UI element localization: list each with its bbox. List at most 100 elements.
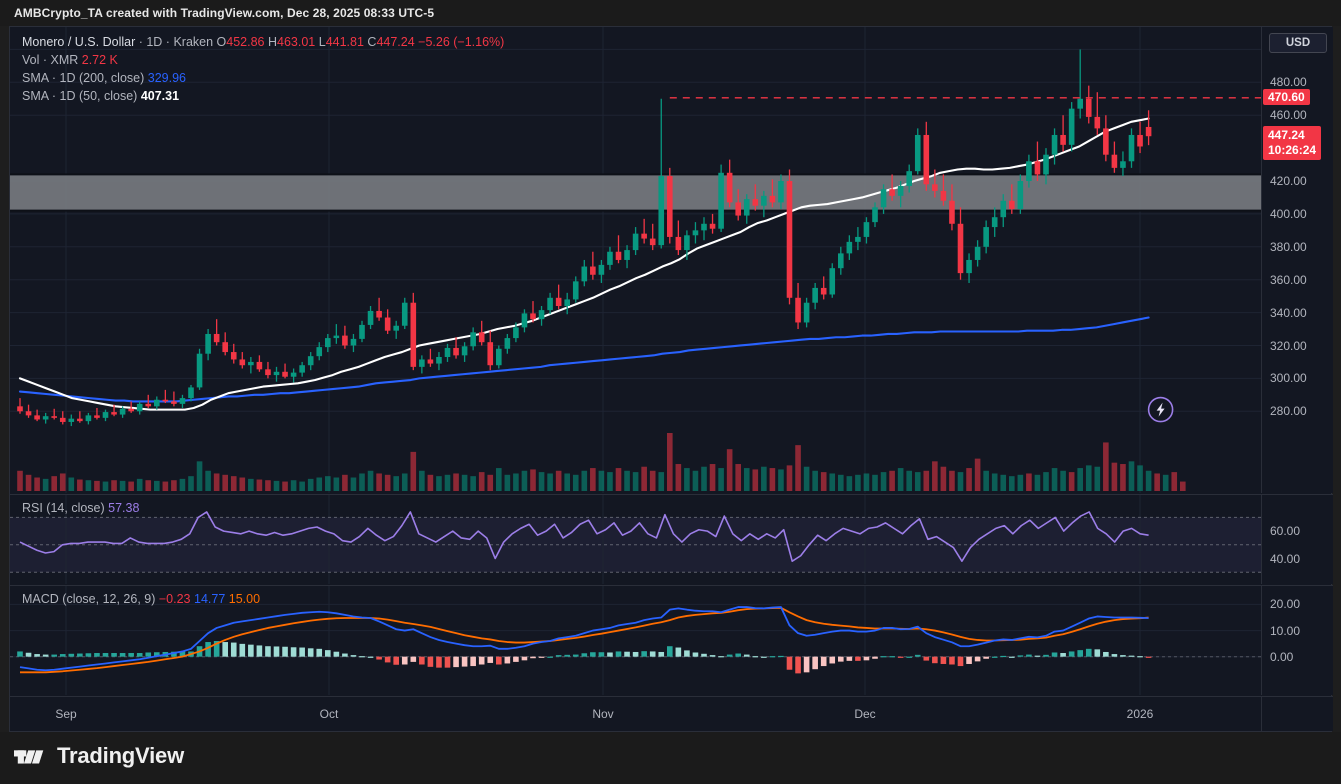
macd-histogram-bar <box>128 653 134 657</box>
price-pane[interactable]: Monero / U.S. Dollar · 1D · Kraken O452.… <box>10 27 1333 493</box>
price-axis[interactable]: USD 500.00480.00460.00420.00400.00380.00… <box>1261 27 1333 493</box>
currency-badge[interactable]: USD <box>1269 33 1327 53</box>
macd-histogram-bar <box>812 656 818 670</box>
volume-bar <box>726 449 733 491</box>
footer-bar: TradingView <box>0 732 1341 784</box>
price-axis-tick: 300.00 <box>1270 371 1307 386</box>
macd-histogram-bar <box>1026 654 1032 657</box>
volume-bar <box>701 466 707 491</box>
volume-bar <box>171 480 177 491</box>
macd-histogram-bar <box>299 647 305 657</box>
macd-axis[interactable]: 20.00 10.00 0.00 <box>1261 586 1333 695</box>
candle-body <box>581 266 588 282</box>
macd-histogram-bar <box>42 654 49 657</box>
supply-zone-rect[interactable] <box>10 174 1261 211</box>
legend-volume-label[interactable]: Vol · XMR <box>22 53 79 67</box>
candle-body <box>889 189 895 196</box>
macd-histogram-bar <box>68 653 75 657</box>
candle-body <box>872 207 878 223</box>
volume-bar <box>325 476 331 491</box>
volume-bar <box>1171 472 1178 491</box>
legend-interval[interactable]: 1D <box>146 35 163 49</box>
volume-bar <box>880 472 887 491</box>
macd-histogram-bar <box>496 656 502 665</box>
candle-body <box>641 233 647 239</box>
legend-sma50-label[interactable]: SMA · 1D (50, close) <box>22 89 138 103</box>
time-axis-labels[interactable]: Sep Oct Nov Dec 2026 <box>10 697 1261 731</box>
legend-open-label: O <box>216 35 227 49</box>
candle-body <box>205 333 211 354</box>
macd-histogram-bar <box>778 655 784 658</box>
macd-histogram-bar <box>51 654 57 657</box>
macd-axis-tick: 0.00 <box>1270 649 1294 664</box>
candle-body <box>624 250 630 260</box>
candle-body <box>85 415 92 422</box>
volume-bar <box>521 470 528 491</box>
candle-body <box>632 233 639 251</box>
volume-bar <box>624 470 630 491</box>
macd-histogram-bar <box>598 652 605 657</box>
volume-bar <box>316 477 323 491</box>
volume-bar <box>598 470 605 491</box>
rsi-axis[interactable]: 60.00 40.00 <box>1261 495 1333 584</box>
volume-bar <box>863 473 870 491</box>
candle-body <box>718 172 724 229</box>
volume-bar <box>1094 466 1101 491</box>
macd-histogram-bar <box>419 656 425 665</box>
candle-body <box>701 223 707 231</box>
candle-body <box>102 412 109 418</box>
macd-histogram-bar <box>889 656 895 658</box>
price-plot-area[interactable] <box>10 27 1261 493</box>
candle-body <box>367 310 374 325</box>
volume-bar <box>735 464 741 491</box>
macd-label[interactable]: MACD (close, 12, 26, 9) <box>22 592 156 606</box>
candle-body <box>504 338 511 349</box>
macd-pane[interactable]: MACD (close, 12, 26, 9) −0.23 14.77 15.0… <box>10 585 1333 695</box>
macd-histogram-bar <box>171 651 177 657</box>
macd-histogram-bar <box>393 656 399 665</box>
macd-histogram-bar <box>880 656 887 658</box>
volume-bar <box>213 473 220 491</box>
macd-histogram-bar <box>282 646 288 657</box>
macd-histogram-bar <box>427 656 434 667</box>
candle-body <box>478 332 485 343</box>
volume-bar <box>769 468 776 491</box>
volume-bar <box>803 466 810 491</box>
legend-exchange[interactable]: Kraken <box>173 35 214 49</box>
macd-histogram-bar <box>1085 648 1092 657</box>
volume-bar <box>419 470 425 491</box>
volume-bar <box>1051 468 1058 491</box>
candle-body <box>179 398 186 404</box>
rsi-label[interactable]: RSI (14, close) <box>22 501 105 515</box>
volume-bar <box>607 472 613 491</box>
volume-bar <box>248 478 254 491</box>
candle-body <box>188 387 194 399</box>
volume-bar <box>478 472 485 491</box>
last-price-tag[interactable]: 447.24 10:26:24 <box>1263 126 1322 161</box>
candle-body <box>290 372 297 377</box>
candle-body <box>829 268 836 295</box>
rsi-pane[interactable]: RSI (14, close) 57.38 60.00 40.00 <box>10 494 1333 584</box>
macd-histogram-bar <box>1077 650 1083 657</box>
macd-plot-area[interactable] <box>10 586 1261 695</box>
volume-bar <box>119 480 126 491</box>
rsi-plot-area[interactable] <box>10 495 1261 584</box>
candle-body <box>34 415 40 420</box>
volume-bar <box>1068 472 1075 491</box>
legend-sma200-label[interactable]: SMA · 1D (200, close) <box>22 71 145 85</box>
volume-bar <box>282 481 288 491</box>
tradingview-mark-icon <box>14 750 44 764</box>
lightning-badge-icon[interactable] <box>1147 396 1174 423</box>
volume-bar <box>572 474 579 491</box>
macd-histogram-bar <box>342 653 348 657</box>
volume-bar <box>1009 476 1015 491</box>
macd-histogram-bar <box>513 656 519 662</box>
resistance-price-tag[interactable]: 470.60 <box>1263 88 1310 105</box>
macd-histogram-bar <box>795 656 801 674</box>
macd-histogram-bar <box>401 656 408 665</box>
legend-symbol[interactable]: Monero / U.S. Dollar <box>22 35 136 49</box>
macd-histogram-bar <box>709 655 716 657</box>
volume-bar <box>658 472 665 491</box>
time-axis[interactable]: Sep Oct Nov Dec 2026 <box>10 696 1333 731</box>
